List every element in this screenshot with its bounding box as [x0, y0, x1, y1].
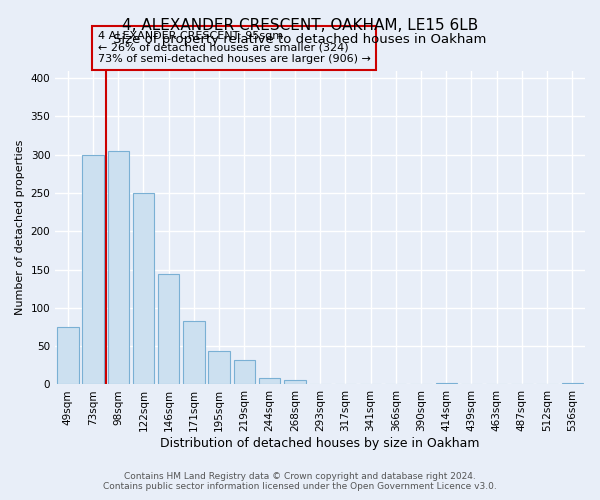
Bar: [183, 321, 205, 384]
Bar: [82, 155, 104, 384]
Y-axis label: Number of detached properties: Number of detached properties: [15, 140, 25, 315]
Bar: [57, 327, 79, 384]
Bar: [259, 378, 280, 384]
Bar: [158, 274, 179, 384]
Bar: [133, 193, 154, 384]
Bar: [107, 151, 129, 384]
Text: Size of property relative to detached houses in Oakham: Size of property relative to detached ho…: [113, 32, 487, 46]
Bar: [436, 383, 457, 384]
Bar: [284, 380, 305, 384]
X-axis label: Distribution of detached houses by size in Oakham: Distribution of detached houses by size …: [160, 437, 480, 450]
Text: Contains HM Land Registry data © Crown copyright and database right 2024.
Contai: Contains HM Land Registry data © Crown c…: [103, 472, 497, 491]
Bar: [233, 360, 255, 384]
Bar: [208, 351, 230, 384]
Bar: [562, 383, 583, 384]
Text: 4 ALEXANDER CRESCENT: 95sqm
← 26% of detached houses are smaller (324)
73% of se: 4 ALEXANDER CRESCENT: 95sqm ← 26% of det…: [98, 31, 370, 64]
Text: 4, ALEXANDER CRESCENT, OAKHAM, LE15 6LB: 4, ALEXANDER CRESCENT, OAKHAM, LE15 6LB: [122, 18, 478, 32]
